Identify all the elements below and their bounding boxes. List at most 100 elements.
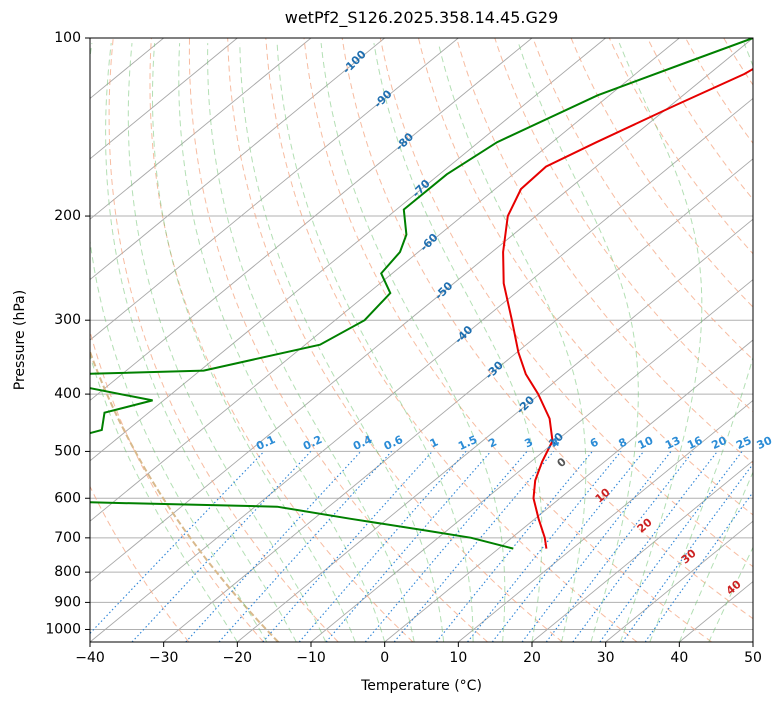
mixing-ratio-line	[393, 451, 555, 642]
isotherm-line	[531, 460, 753, 642]
mixing-ratio-label: 25	[734, 434, 753, 452]
x-tick-label: 40	[670, 650, 688, 666]
dry-adiabat	[90, 485, 190, 642]
mixing-ratio-label: 3	[523, 435, 535, 450]
isotherm-line	[90, 38, 680, 522]
moist-adiabat	[90, 43, 268, 642]
x-tick-label: 30	[597, 650, 615, 666]
dry-adiabat	[532, 38, 753, 361]
mixing-ratio-label: 1.5	[456, 433, 479, 453]
dry-adiabat	[570, 38, 753, 308]
temperature-profile-line	[502, 67, 753, 549]
y-tick-label: 700	[54, 530, 81, 546]
isotherm-line	[90, 38, 91, 39]
x-tick-label: −30	[149, 650, 179, 666]
moist-adiabat-label: 40	[724, 577, 744, 597]
moist-adiabat	[618, 42, 703, 642]
x-tick-label: 10	[449, 650, 467, 666]
moist-adiabat	[207, 43, 415, 642]
moist-adiabat	[151, 43, 356, 642]
dry-adiabat	[149, 38, 414, 642]
isotherm-label: -70	[410, 177, 433, 200]
dry-adiabat	[685, 38, 753, 145]
plot-frame	[89, 37, 754, 643]
mixing-ratio-label: 0.6	[382, 433, 405, 453]
moist-adiabat-label: 30	[679, 546, 699, 566]
isotherm-line	[163, 158, 753, 642]
dry-adiabat	[494, 38, 753, 413]
moist-adiabat	[518, 42, 639, 642]
mixing-ratio-label: 6	[588, 435, 601, 450]
x-tick-label: 50	[744, 650, 762, 666]
isotherm-label: -50	[432, 279, 455, 302]
dry-adiabat	[723, 38, 753, 86]
mixing-ratio-line	[218, 451, 393, 642]
y-tick-label: 400	[54, 386, 81, 402]
y-tick-label: 900	[54, 594, 81, 610]
mixing-ratio-label: 10	[636, 434, 656, 452]
dewpoint-profile-line	[90, 38, 753, 550]
moist-adiabat	[127, 43, 327, 642]
mixing-ratio-line	[364, 451, 528, 642]
isotherm-label: -30	[483, 358, 506, 381]
isotherm-line	[752, 641, 753, 642]
mixing-ratio-line	[131, 451, 312, 642]
y-tick-label: 800	[54, 564, 81, 580]
y-tick-label: 300	[54, 312, 81, 328]
chart-title: wetPf2_S126.2025.358.14.45.G29	[284, 8, 559, 27]
isotherm-line	[605, 520, 753, 642]
mixing-ratio-label: 13	[663, 434, 682, 452]
y-tick-label: 200	[54, 208, 81, 224]
mixing-ratio-label: 0.1	[254, 433, 277, 453]
x-tick-label: −20	[223, 650, 253, 666]
x-tick-label: −10	[296, 650, 326, 666]
isotherm-label: -40	[452, 323, 475, 346]
dry-adiabat	[646, 38, 753, 201]
dry-adiabat	[456, 38, 753, 464]
isotherm-line	[90, 38, 238, 160]
moist-adiabat-label: 20	[635, 515, 655, 535]
moist-adiabat	[708, 546, 753, 642]
isotherm-line	[90, 38, 533, 401]
isotherm-line	[90, 97, 753, 642]
isotherm-label: -80	[393, 130, 416, 153]
mixing-ratio-line	[467, 451, 622, 642]
y-tick-label: 100	[54, 30, 81, 46]
moist-adiabat	[178, 43, 386, 642]
mixing-ratio-label: 2	[486, 435, 498, 450]
mixing-ratio-line	[90, 451, 265, 635]
moist-adiabat	[239, 43, 445, 642]
mixing-ratio-line	[435, 451, 593, 642]
mixing-ratio-label: 16	[685, 434, 705, 452]
moist-adiabat	[678, 471, 753, 642]
mixing-ratio-line	[262, 451, 433, 642]
x-tick-label: 0	[380, 650, 389, 666]
mixing-ratio-line	[325, 451, 492, 642]
x-axis-label: Temperature (°C)	[361, 678, 482, 694]
moist-adiabat-label: 0	[555, 455, 569, 470]
moist-adiabat	[90, 353, 238, 642]
moist-adiabat	[373, 43, 543, 642]
isotherm-line	[90, 38, 312, 220]
isotherm-line	[90, 38, 459, 341]
dry-adiabat	[227, 38, 563, 642]
isotherm-label: -20	[514, 393, 537, 416]
isotherm-line	[458, 399, 753, 642]
dry-adiabat	[418, 38, 753, 516]
mixing-ratio-label: 1	[428, 435, 440, 450]
y-tick-label: 500	[54, 443, 81, 459]
mixing-ratio-line	[545, 451, 694, 642]
dry-adiabat	[341, 38, 753, 620]
isotherm-line	[90, 38, 606, 462]
isotherm-label: -60	[417, 231, 440, 254]
moist-adiabat	[437, 42, 587, 642]
isotherm-line	[237, 218, 753, 642]
isotherm-line	[90, 38, 164, 99]
dry-adiabat	[303, 38, 712, 642]
isotherm-line	[0, 38, 16, 642]
mixing-ratio-line	[644, 491, 753, 642]
x-tick-label: 20	[523, 650, 541, 666]
dry-adiabat	[188, 38, 488, 642]
mixing-ratio-label: 30	[755, 434, 775, 452]
